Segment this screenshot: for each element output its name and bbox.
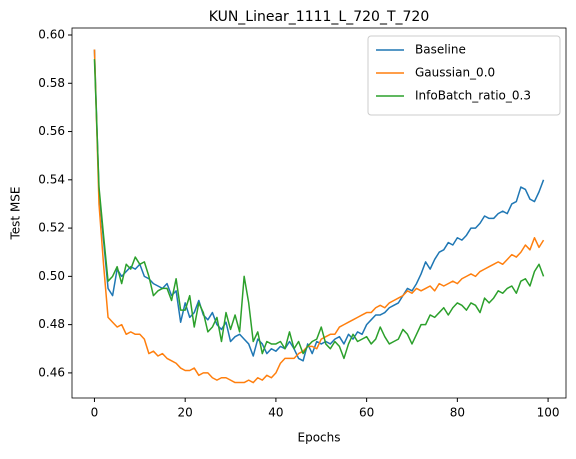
x-tick-label: 60 (359, 406, 374, 420)
legend: Baseline Gaussian_0.0 InfoBatch_ratio_0.3 (367, 35, 561, 116)
series-line (93, 59, 545, 360)
plot-frame (71, 27, 567, 399)
legend-label: Baseline (415, 43, 466, 57)
y-tick-label: 0.60 (38, 27, 65, 41)
y-tick-label: 0.46 (38, 365, 65, 379)
x-tick-label: 20 (178, 406, 193, 420)
y-tick-label: 0.56 (38, 124, 65, 138)
x-tick-label: 80 (450, 406, 465, 420)
legend-label: Gaussian_0.0 (415, 66, 495, 80)
legend-box (367, 35, 561, 116)
y-tick-label: 0.58 (38, 76, 65, 90)
y-tick-label: 0.50 (38, 269, 65, 283)
y-axis-label: Test MSE (9, 187, 23, 241)
x-axis-label: Epochs (298, 431, 341, 445)
x-tick-label: 0 (91, 406, 99, 420)
x-tick-label: 100 (537, 406, 560, 420)
legend-label: InfoBatch_ratio_0.3 (415, 89, 531, 103)
x-tick-label: 40 (268, 406, 283, 420)
chart-title: KUN_Linear_1111_L_720_T_720 (209, 9, 429, 25)
series-line (93, 49, 545, 384)
y-tick-label: 0.52 (38, 221, 65, 235)
y-tick-label: 0.54 (38, 172, 65, 186)
y-tick-label: 0.48 (38, 317, 65, 331)
